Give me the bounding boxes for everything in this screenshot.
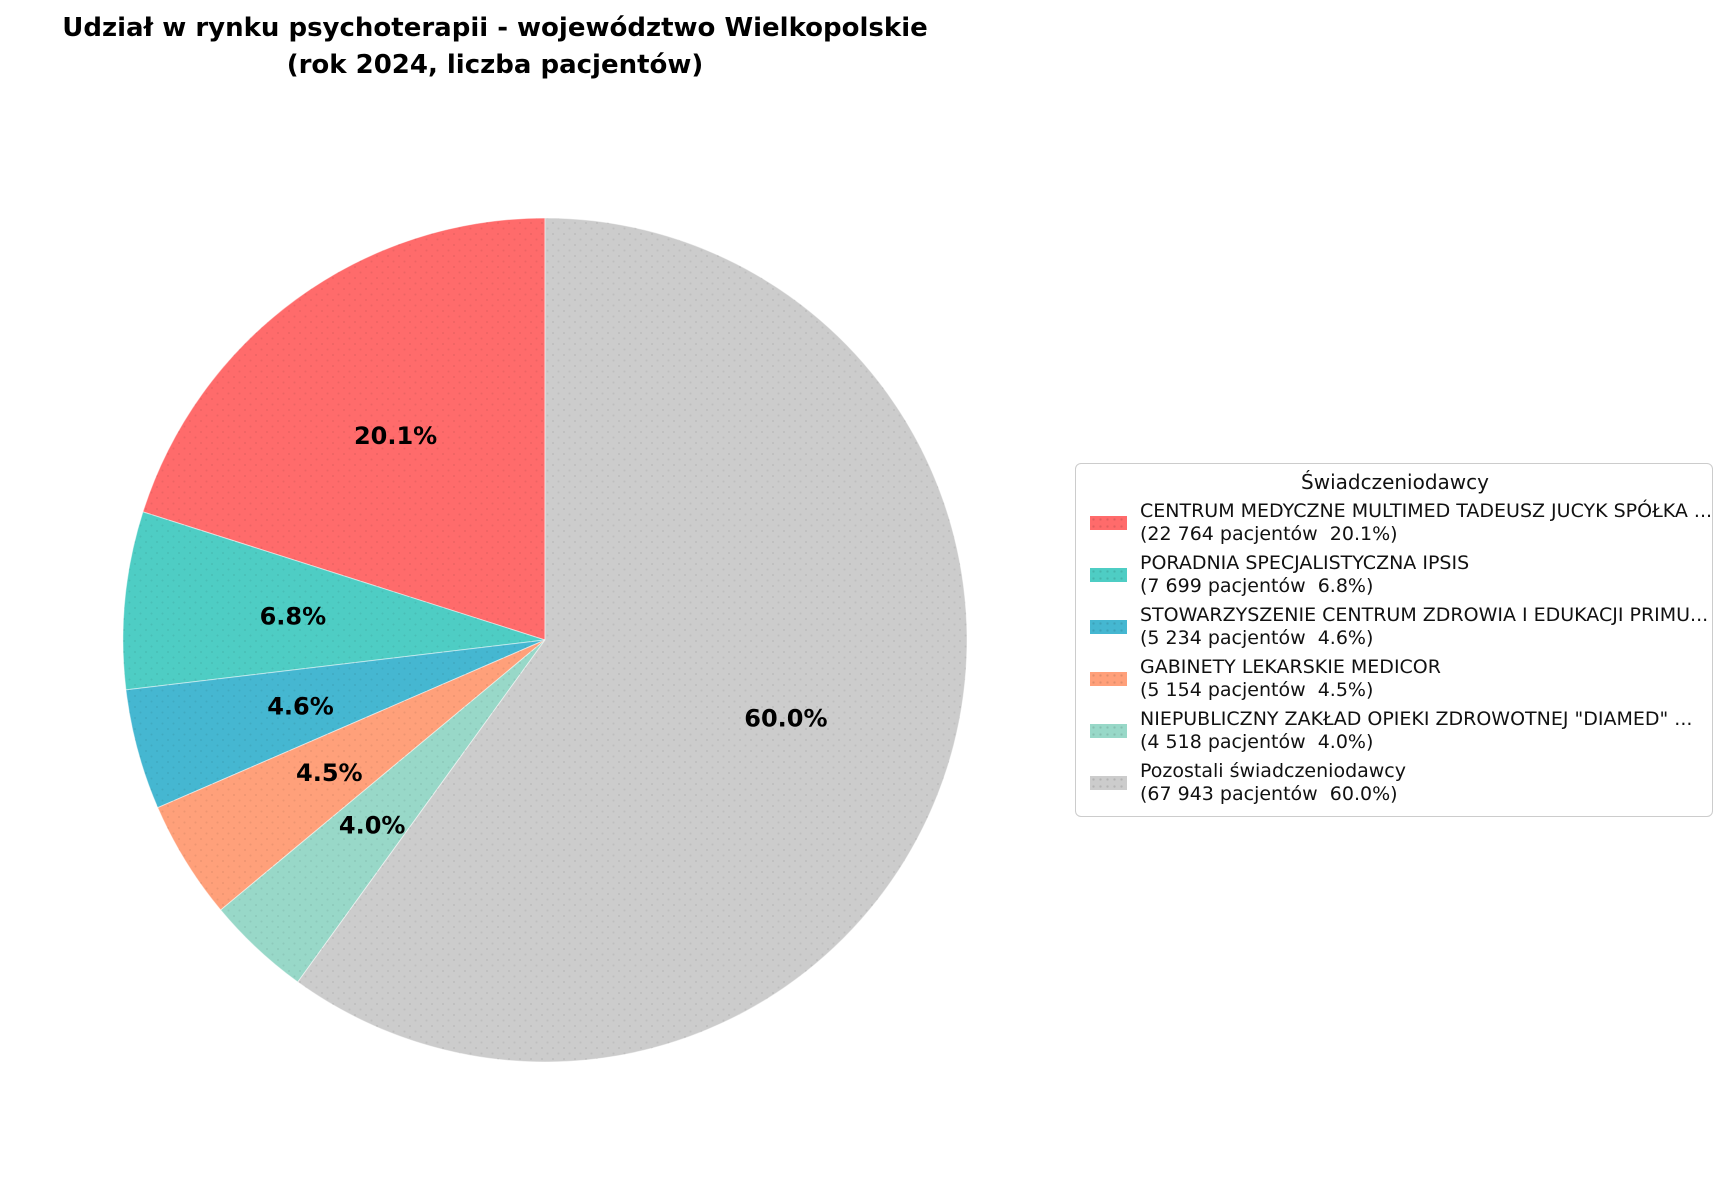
legend-entry: STOWARZYSZENIE CENTRUM ZDROWIA I EDUKACJ… [1090, 604, 1708, 650]
legend-entry: NIEPUBLICZNY ZAKŁAD OPIEKI ZDROWOTNEJ "D… [1090, 708, 1700, 754]
legend-entry: GABINETY LEKARSKIE MEDICOR (5 154 pacjen… [1090, 656, 1700, 702]
pie-pct-label-1: 6.8% [260, 602, 327, 630]
legend-entry-detail: (67 943 pacjentów 60.0%) [1140, 783, 1398, 805]
legend-entry-detail: (22 764 pacjentów 20.1%) [1140, 523, 1398, 545]
legend-swatch [1090, 776, 1127, 790]
legend-entry-detail: (5 234 pacjentów 4.6%) [1140, 627, 1374, 649]
legend-swatch [1090, 568, 1127, 582]
pie-pct-label-4: 4.0% [339, 812, 406, 840]
pie-pct-label-0: 20.1% [354, 422, 437, 450]
chart-title-line2: (rok 2024, liczba pacjentów) [286, 50, 704, 80]
legend-entry-name: PORADNIA SPECJALISTYCZNA IPSIS [1140, 552, 1470, 574]
legend-box: Świadczeniodawcy CENTRUM MEDYCZNE MULTIM… [1075, 463, 1713, 817]
chart-title-line1: Udział w rynku psychoterapii - województ… [62, 13, 928, 43]
legend-entry-name: STOWARZYSZENIE CENTRUM ZDROWIA I EDUKACJ… [1140, 604, 1709, 626]
pie-pct-label-5: 60.0% [744, 704, 827, 732]
legend-entry-name: GABINETY LEKARSKIE MEDICOR [1140, 656, 1441, 678]
legend-entry: PORADNIA SPECJALISTYCZNA IPSIS (7 699 pa… [1090, 552, 1700, 598]
legend-entry-name: CENTRUM MEDYCZNE MULTIMED TADEUSZ JUCYK … [1140, 500, 1713, 522]
pie-pct-label-3: 4.5% [296, 759, 363, 787]
pie-texture-overlay [123, 218, 967, 1062]
legend-entry: Pozostali świadczeniodawcy (67 943 pacje… [1090, 760, 1700, 806]
legend-entry-detail: (7 699 pacjentów 6.8%) [1140, 575, 1374, 597]
legend-entry-detail: (4 518 pacjentów 4.0%) [1140, 731, 1374, 753]
pie-pct-label-2: 4.6% [267, 692, 334, 720]
legend-swatch [1090, 672, 1127, 686]
legend-entry-name: Pozostali świadczeniodawcy [1140, 760, 1406, 782]
legend-title: Świadczeniodawcy [1301, 470, 1489, 494]
legend-entry-name: NIEPUBLICZNY ZAKŁAD OPIEKI ZDROWOTNEJ "D… [1140, 708, 1693, 730]
legend-swatch [1090, 724, 1127, 738]
legend-swatch [1090, 620, 1127, 634]
chart-title: Udział w rynku psychoterapii - województ… [0, 10, 990, 84]
legend-entry: CENTRUM MEDYCZNE MULTIMED TADEUSZ JUCYK … [1090, 500, 1712, 546]
legend-swatch [1090, 516, 1127, 530]
legend-entry-detail: (5 154 pacjentów 4.5%) [1140, 679, 1374, 701]
